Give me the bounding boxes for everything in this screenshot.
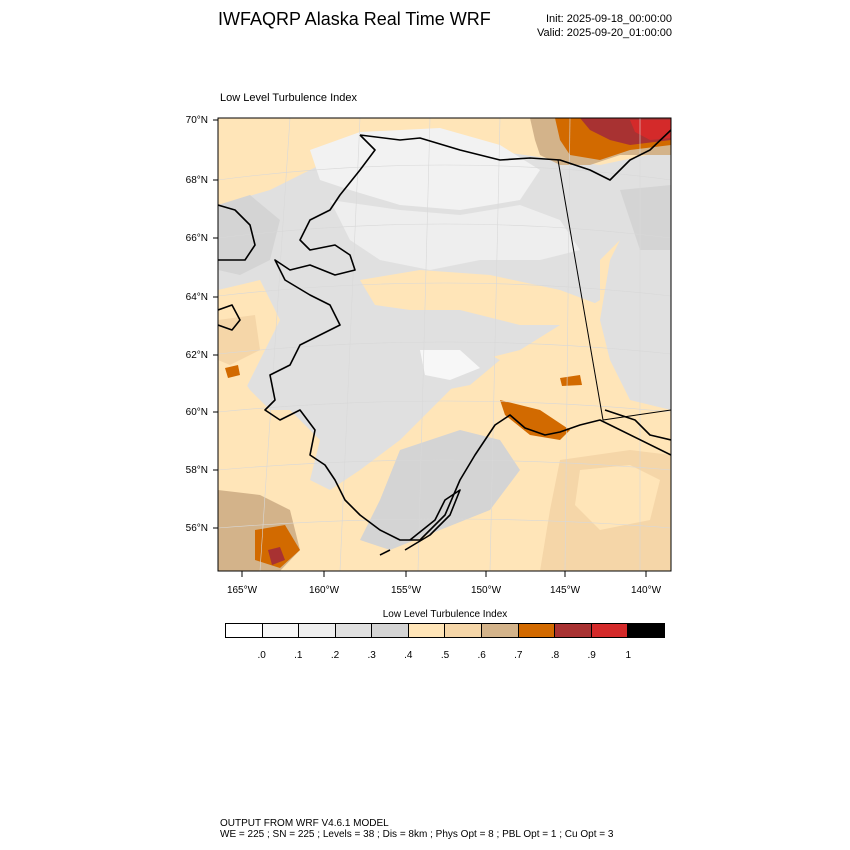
- colorbar-label: .9: [587, 650, 596, 661]
- lon-ticks: [241, 571, 647, 577]
- map-frame: [217, 117, 672, 572]
- colorbar-label: .3: [367, 650, 376, 661]
- colorbar-swatch: [591, 624, 629, 637]
- chart-title: IWFAQRP Alaska Real Time WRF: [218, 9, 491, 29]
- colorbar-label: .4: [404, 650, 413, 661]
- colorbar-label: .5: [440, 650, 450, 661]
- colorbar-title: Low Level Turbulence Index: [382, 609, 508, 620]
- init-time: Init: 2025-09-18_00:00:00: [546, 13, 672, 25]
- lon-label: 140°W: [631, 585, 662, 596]
- colorbar-label: .0: [257, 650, 266, 661]
- footer: OUTPUT FROM WRF V4.6.1 MODEL WE = 225 ; …: [220, 818, 613, 840]
- colorbar-swatch: [555, 624, 592, 637]
- lon-label: 160°W: [309, 585, 340, 596]
- map-field-title: Low Level Turbulence Index: [220, 92, 357, 104]
- lat-label: 56°N: [186, 523, 208, 534]
- lat-label: 60°N: [186, 407, 208, 418]
- footer-model-line: OUTPUT FROM WRF V4.6.1 MODEL: [220, 818, 389, 829]
- colorbar-label: .8: [550, 650, 560, 661]
- colorbar-label: 1: [625, 650, 632, 661]
- colorbar-label: .7: [514, 650, 523, 661]
- lon-label: 145°W: [550, 585, 581, 596]
- colorbar-label: .6: [477, 650, 486, 661]
- valid-time: Valid: 2025-09-20_01:00:00: [537, 27, 672, 39]
- colorbar-swatch: [372, 624, 409, 637]
- colorbar-swatch: [299, 624, 336, 637]
- colorbar-label: .2: [330, 650, 340, 661]
- colorbar-swatch: [408, 624, 446, 637]
- map-fill-layer: [218, 118, 671, 571]
- lon-label: 155°W: [391, 585, 422, 596]
- lat-ticks: [213, 119, 218, 529]
- colorbar-labels: .0 .1 .2 .3 .4 .5 .6 .7 .8 .9 1: [225, 650, 665, 664]
- colorbar-swatch: [226, 624, 263, 637]
- colorbar-swatch: [518, 624, 556, 637]
- lat-label: 62°N: [186, 350, 208, 361]
- lat-label: 58°N: [186, 465, 208, 476]
- colorbar-swatch: [262, 624, 300, 637]
- colorbar: [225, 623, 665, 638]
- footer-config-line: WE = 225 ; SN = 225 ; Levels = 38 ; Dis …: [220, 829, 614, 840]
- colorbar-label: .1: [294, 650, 303, 661]
- lat-label: 64°N: [186, 292, 208, 303]
- lat-label: 68°N: [186, 175, 208, 186]
- colorbar-swatch: [482, 624, 519, 637]
- lat-label: 70°N: [186, 115, 208, 126]
- lon-label: 165°W: [227, 585, 258, 596]
- colorbar-swatch: [628, 624, 664, 637]
- lat-label: 66°N: [186, 233, 208, 244]
- colorbar-swatch: [445, 624, 483, 637]
- turbulence-map: 70°N 68°N 66°N 64°N 62°N 60°N 58°N 56°N …: [186, 115, 672, 596]
- colorbar-swatch: [335, 624, 373, 637]
- lon-label: 150°W: [471, 585, 502, 596]
